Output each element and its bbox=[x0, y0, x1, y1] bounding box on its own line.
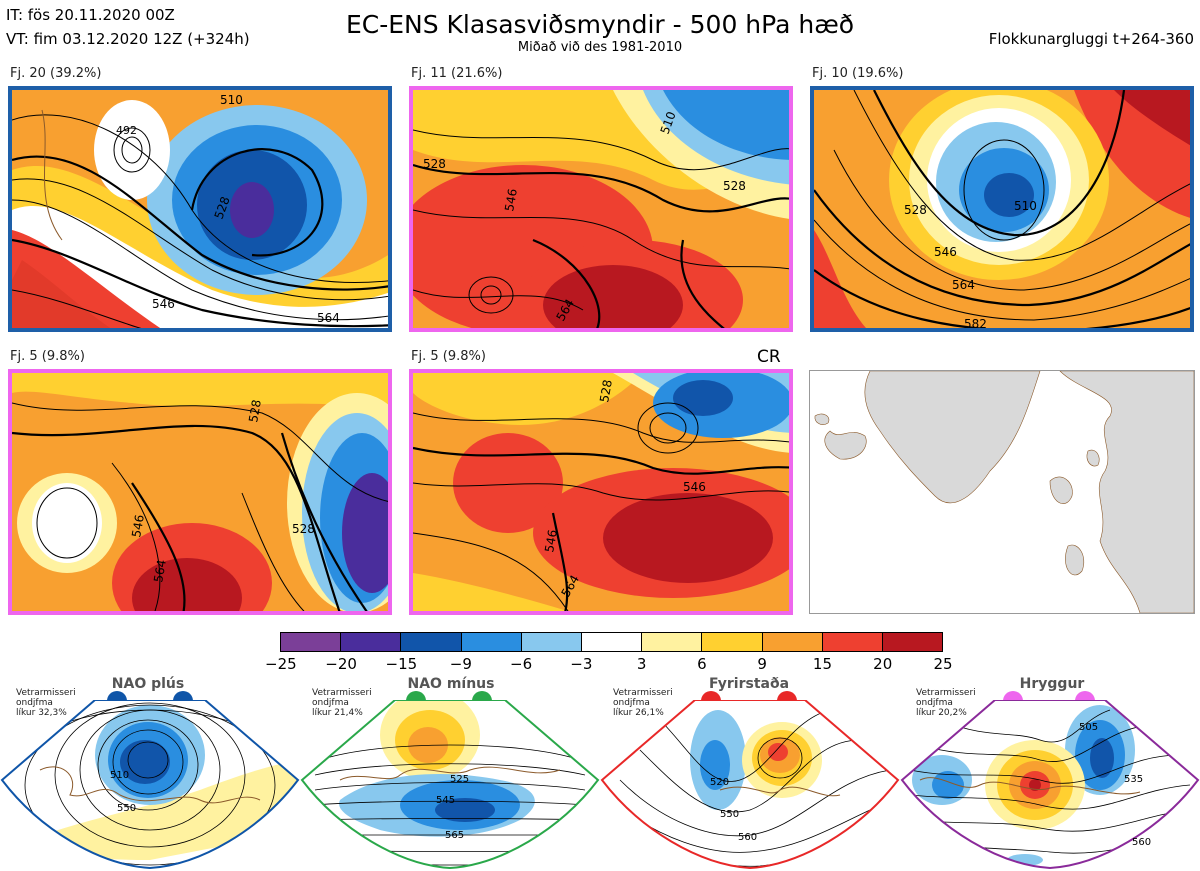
panel-1-contour-label: 546 bbox=[152, 297, 175, 311]
init-time: IT: fös 20.11.2020 00Z bbox=[6, 6, 175, 24]
map-panel-4: 528 546 564 528 bbox=[8, 369, 392, 615]
map-panel-1: 510 528 546 564 492 bbox=[8, 86, 392, 332]
panel-3-contour-label: 510 bbox=[1014, 199, 1037, 213]
map-panel-2: 528 546 564 510 528 bbox=[409, 86, 793, 332]
colorbar-tick-label: −6 bbox=[510, 655, 533, 673]
colorbar-swatch bbox=[821, 633, 882, 651]
regime-4-title: Hryggur bbox=[1019, 676, 1085, 692]
panel-4-contour-label: 546 bbox=[129, 514, 147, 539]
panel-5-label: Fj. 5 (9.8%) bbox=[411, 349, 486, 364]
map-panel-3: 510 528 546 564 582 bbox=[810, 86, 1194, 332]
panel-4-contour-label: 528 bbox=[246, 399, 264, 424]
regime-3-title: Fyrirstaða bbox=[708, 676, 790, 692]
regime-3-contour-label: 520 bbox=[710, 777, 729, 788]
regime-4-contour-label: 505 bbox=[1079, 722, 1098, 733]
colorbar-labels: −25 −20 −15 −9 −6 −3 3 6 9 15 20 25 bbox=[0, 655, 1200, 675]
regime-2-map: 525 545 565 bbox=[300, 700, 600, 870]
valid-time: VT: fim 03.12.2020 12Z (+324h) bbox=[6, 30, 250, 48]
panel-1-contour-label: 492 bbox=[116, 124, 137, 137]
colorbar-swatch bbox=[701, 633, 762, 651]
page-title: EC-ENS Klasasviðsmyndir - 500 hPa hæð bbox=[345, 10, 855, 39]
panel-3-label: Fj. 10 (19.6%) bbox=[812, 66, 904, 81]
colorbar-tick-label: −15 bbox=[385, 655, 418, 673]
panel-1-contour-label: 564 bbox=[317, 311, 340, 325]
regime-1-contour-label: 550 bbox=[117, 803, 136, 814]
regime-3-map: 520 550 560 bbox=[600, 700, 900, 870]
regime-2-note: Vetrarmisseri ondjfma líkur 21,4% bbox=[312, 688, 372, 718]
panel-4-contour-label: 528 bbox=[292, 522, 315, 536]
panel-5-contour-label: 546 bbox=[683, 480, 706, 494]
panel-1-contour-label: 510 bbox=[220, 93, 243, 107]
panel-2-contour-label: 528 bbox=[723, 179, 746, 193]
classification-window: Flokkunargluggi t+264-360 bbox=[988, 30, 1194, 48]
panel-5-contour-label: 528 bbox=[597, 379, 615, 404]
colorbar-tick-label: 20 bbox=[873, 655, 893, 673]
regime-3-note: Vetrarmisseri ondjfma líkur 26,1% bbox=[613, 688, 673, 718]
regime-3-contour-label: 560 bbox=[738, 832, 757, 843]
panel-5-tag: CR bbox=[757, 347, 781, 367]
colorbar-swatch bbox=[460, 633, 521, 651]
basemap-panel bbox=[809, 370, 1195, 614]
panel-3-contour-label: 582 bbox=[964, 317, 987, 331]
regime-4-map: 505 535 560 bbox=[900, 700, 1200, 870]
panel-2-label: Fj. 11 (21.6%) bbox=[411, 66, 503, 81]
colorbar-tick-label: 6 bbox=[697, 655, 707, 673]
panel-3-contour-label: 528 bbox=[904, 203, 927, 217]
colorbar-tick-label: −20 bbox=[325, 655, 357, 673]
colorbar-tick-label: 3 bbox=[636, 655, 647, 673]
colorbar-swatch bbox=[520, 633, 581, 651]
regime-1-note: Vetrarmisseri ondjfma líkur 32,3% bbox=[16, 688, 76, 718]
colorbar-tick-label: −3 bbox=[570, 655, 593, 673]
regime-2-contour-label: 545 bbox=[436, 795, 455, 806]
regime-2-contour-label: 565 bbox=[445, 830, 464, 841]
regime-2-title: NAO mínus bbox=[407, 676, 495, 692]
colorbar-tick-label: 9 bbox=[757, 655, 767, 673]
panel-2-contour-label: 528 bbox=[423, 157, 446, 171]
page-subtitle: Miðað við des 1981-2010 bbox=[517, 40, 683, 55]
regime-row: NAO plús Vetrarmisseri ondjfma líkur 32,… bbox=[0, 676, 1200, 871]
colorbar-tick-label: 25 bbox=[933, 655, 953, 673]
colorbar-swatch bbox=[580, 633, 642, 651]
panel-5-contour-label: 546 bbox=[542, 529, 560, 554]
colorbar-tick-label: −25 bbox=[265, 655, 297, 673]
panel-2-contour-label: 546 bbox=[502, 188, 520, 213]
panel-4-label: Fj. 5 (9.8%) bbox=[10, 349, 85, 364]
colorbar-swatch bbox=[400, 633, 461, 651]
colorbar-swatch bbox=[340, 633, 401, 651]
colorbar-tick-label: 15 bbox=[812, 655, 832, 673]
regime-1-title: NAO plús bbox=[111, 676, 185, 692]
regime-2-contour-label: 525 bbox=[450, 774, 469, 785]
colorbar-tick-label: −9 bbox=[449, 655, 472, 673]
regime-1-contour-label: 510 bbox=[110, 770, 129, 781]
regime-4-contour-label: 560 bbox=[1132, 837, 1151, 848]
panel-3-contour-label: 546 bbox=[934, 245, 957, 259]
panel-3-contour-label: 564 bbox=[952, 278, 975, 292]
regime-3-contour-label: 550 bbox=[720, 809, 739, 820]
colorbar bbox=[280, 632, 943, 652]
colorbar-swatch bbox=[281, 633, 341, 651]
regime-1-map: 510 550 bbox=[0, 700, 300, 870]
regime-4-contour-label: 535 bbox=[1124, 774, 1143, 785]
panel-4-contour-label: 564 bbox=[151, 559, 169, 584]
colorbar-swatch bbox=[881, 633, 943, 651]
map-panel-5: 528 546 564 546 bbox=[409, 369, 793, 615]
colorbar-swatch bbox=[641, 633, 702, 651]
colorbar-swatch bbox=[761, 633, 822, 651]
panel-1-label: Fj. 20 (39.2%) bbox=[10, 66, 102, 81]
regime-4-note: Vetrarmisseri ondjfma líkur 20,2% bbox=[916, 688, 976, 718]
